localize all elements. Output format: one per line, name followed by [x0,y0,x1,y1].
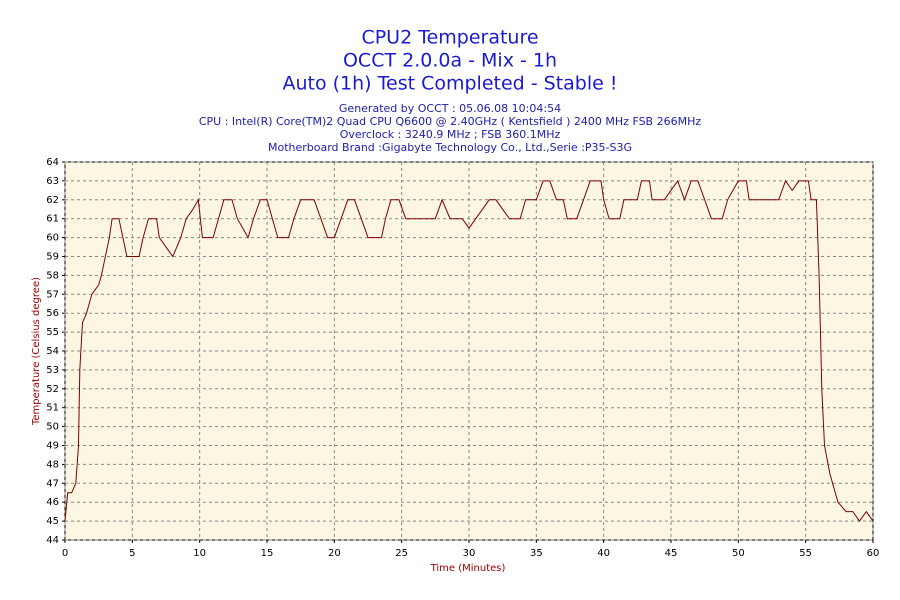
x-tick-label: 45 [665,548,678,559]
y-tick-label: 55 [46,327,59,338]
x-tick-label: 40 [597,548,610,559]
x-tick-label: 0 [62,548,68,559]
y-tick-label: 56 [46,308,59,319]
y-tick-label: 57 [46,289,59,300]
y-tick-label: 45 [46,516,59,527]
subtitle: Motherboard Brand :Gigabyte Technology C… [268,141,632,154]
y-tick-label: 58 [46,270,59,281]
subtitle: CPU : Intel(R) Core(TM)2 Quad CPU Q6600 … [199,115,701,128]
chart-title: Auto (1h) Test Completed - Stable ! [282,73,617,95]
x-tick-label: 15 [261,548,274,559]
y-tick-label: 63 [46,176,59,187]
y-tick-label: 54 [46,346,59,357]
y-tick-label: 51 [46,403,59,414]
y-tick-label: 52 [46,384,59,395]
x-tick-label: 55 [799,548,812,559]
chart-title: CPU2 Temperature [361,27,538,49]
y-tick-label: 60 [46,233,59,244]
x-tick-label: 10 [193,548,206,559]
x-axis-label: Time (Minutes) [430,563,506,574]
x-tick-label: 30 [463,548,476,559]
chart-title: OCCT 2.0.0a - Mix - 1h [343,50,557,72]
y-tick-label: 59 [46,252,59,263]
y-tick-label: 49 [46,441,59,452]
y-axis-label: Temperature (Celsius degree) [31,277,42,426]
subtitle: Overclock : 3240.9 MHz ; FSB 360.1MHz [340,128,561,141]
x-tick-label: 25 [395,548,408,559]
y-tick-label: 61 [46,214,59,225]
y-tick-label: 53 [46,365,59,376]
y-tick-label: 62 [46,195,59,206]
y-tick-label: 48 [46,459,59,470]
x-tick-label: 60 [867,548,880,559]
x-tick-label: 35 [530,548,543,559]
y-tick-label: 50 [46,422,59,433]
y-tick-label: 46 [46,497,59,508]
x-tick-label: 20 [328,548,341,559]
y-tick-label: 47 [46,478,59,489]
x-tick-label: 50 [732,548,745,559]
data-line [64,179,874,522]
subtitle: Generated by OCCT : 05.06.08 10:04:54 [339,102,561,115]
x-tick-label: 5 [129,548,135,559]
y-tick-label: 64 [46,157,59,168]
y-tick-label: 44 [46,535,59,546]
